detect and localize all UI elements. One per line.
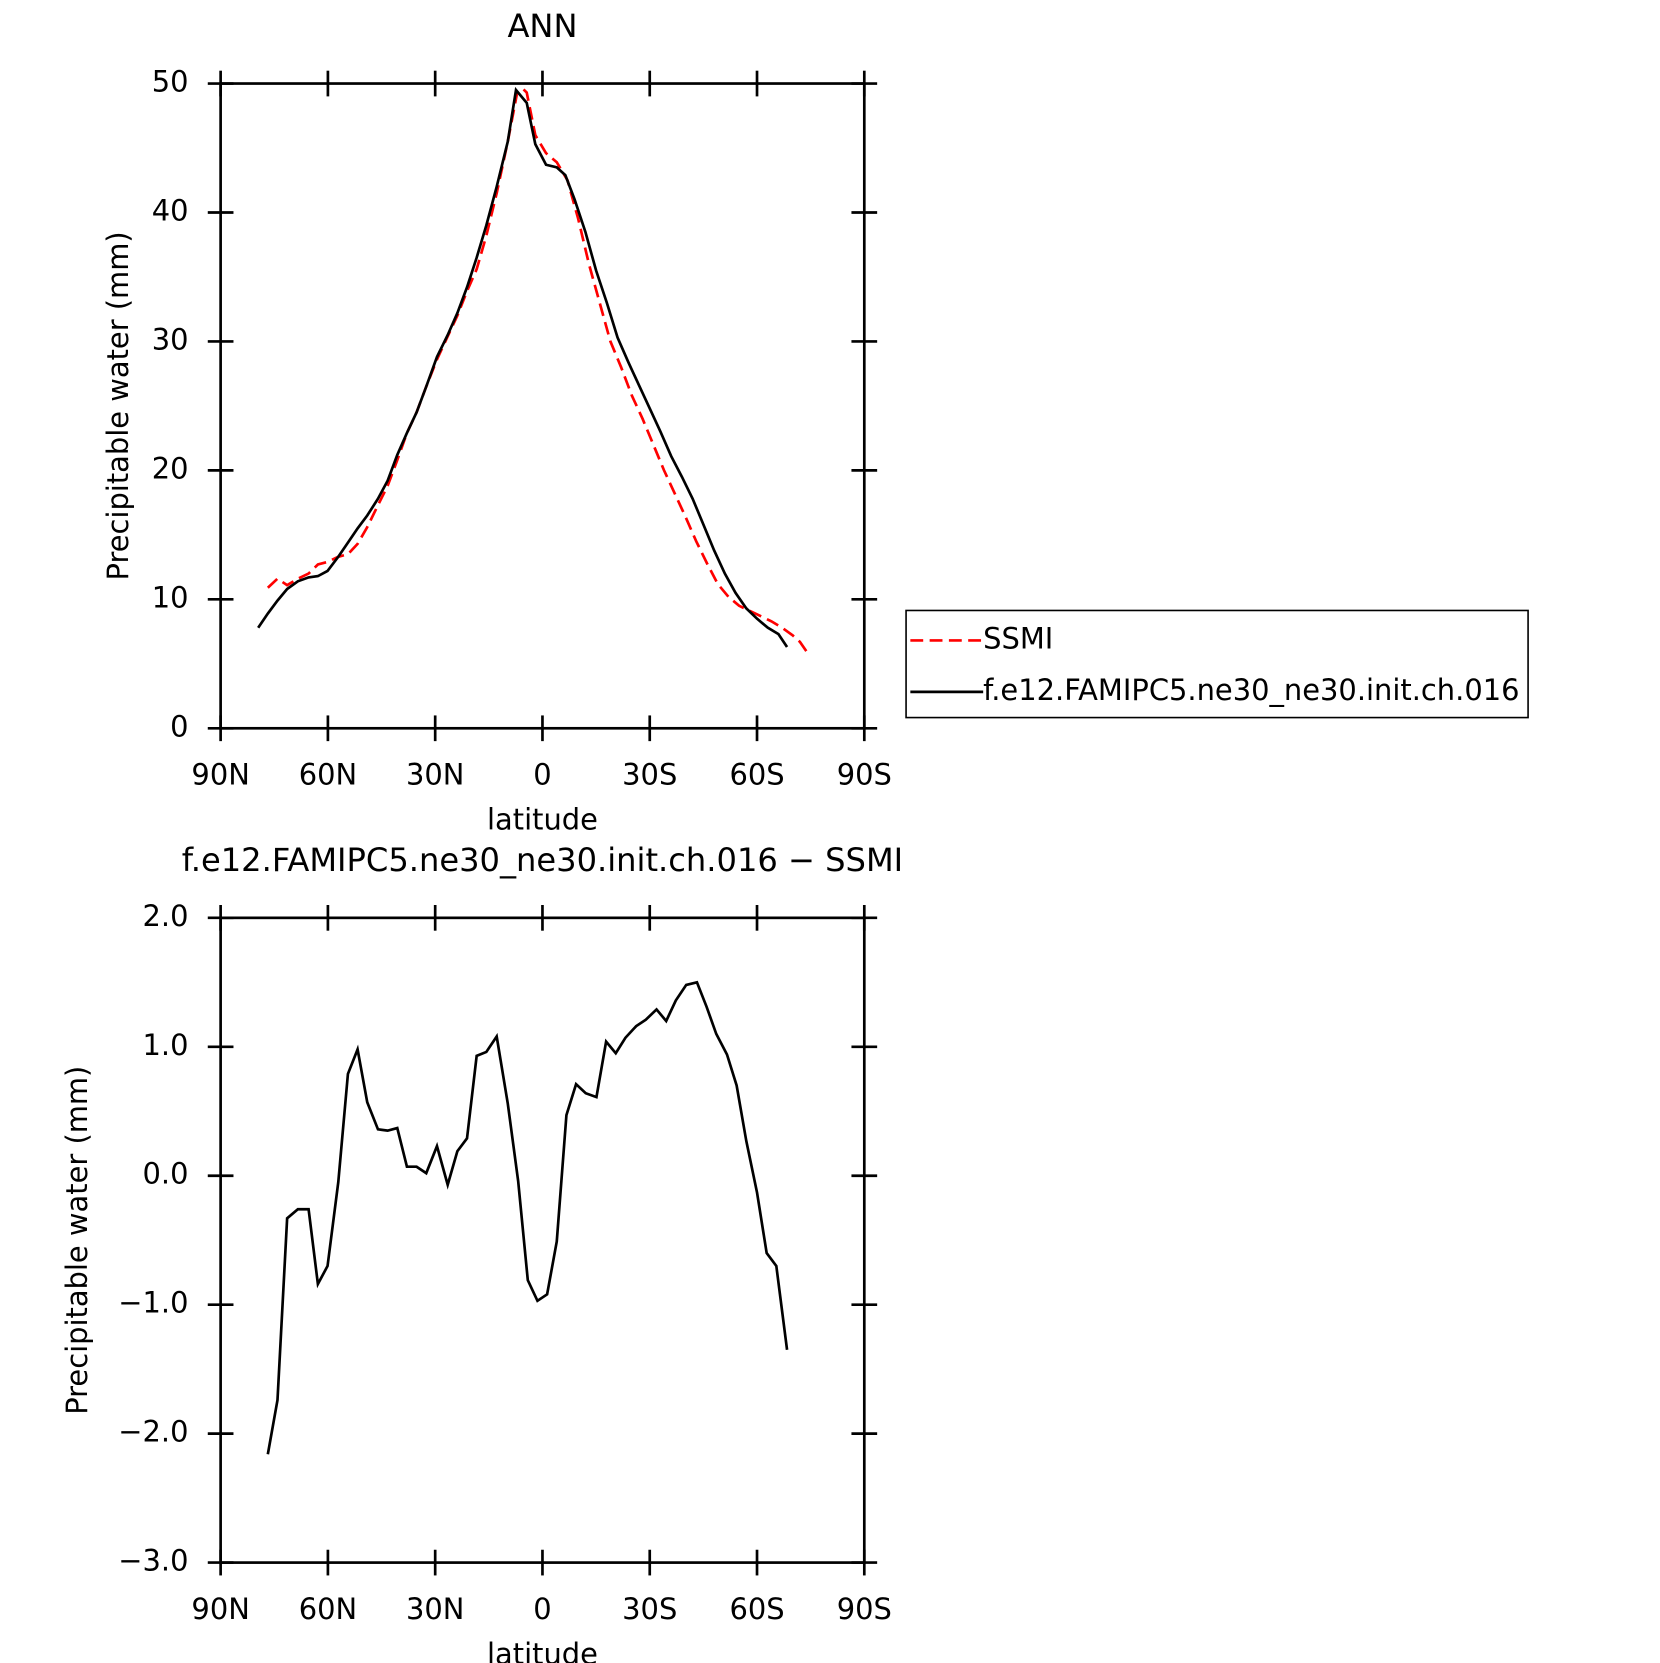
x-tick-label: 30S <box>622 1592 677 1626</box>
x-tick-label: 90S <box>837 1592 892 1626</box>
y-tick-label: 50 <box>152 65 189 99</box>
x-tick-label: 90N <box>191 757 249 791</box>
data-line <box>266 87 809 653</box>
data-line <box>257 86 789 648</box>
x-tick-label: 60N <box>299 757 357 791</box>
chart-title: f.e12.FAMIPC5.ne30_ne30.init.ch.016 − SS… <box>182 841 903 879</box>
x-axis-label: latitude <box>487 1637 598 1663</box>
x-tick-label: 60N <box>299 1592 357 1626</box>
legend: SSMI f.e12.FAMIPC5.ne30_ne30.init.ch.016 <box>905 609 1529 719</box>
x-tick-label: 90N <box>191 1592 249 1626</box>
y-tick-label: 0.0 <box>143 1157 189 1191</box>
x-tick-label: 0 <box>533 1592 551 1626</box>
plot-frame <box>219 82 866 730</box>
data-line <box>266 980 789 1455</box>
x-tick-label: 30N <box>406 757 464 791</box>
y-tick-label: 1.0 <box>143 1028 189 1062</box>
x-tick-label: 0 <box>533 757 551 791</box>
y-tick-label: 10 <box>152 580 189 614</box>
chart-title: ANN <box>507 7 577 45</box>
figure-body: ANN latitude Precipitable water (mm) 90N 60N… <box>60 7 1529 1663</box>
y-tick-label: 2.0 <box>143 899 189 933</box>
legend-label: f.e12.FAMIPC5.ne30_ne30.init.ch.016 <box>983 673 1519 707</box>
y-axis-label: Precipitable water (mm) <box>101 231 135 580</box>
y-axis-label: Precipitable water (mm) <box>60 1066 94 1415</box>
y-tick-label: 0 <box>170 709 188 743</box>
x-axis-label: latitude <box>487 802 598 836</box>
legend-frame <box>905 609 1529 719</box>
x-tick-label: 60S <box>729 757 784 791</box>
x-tick-label: 90S <box>837 757 892 791</box>
y-tick-label: 30 <box>152 322 189 356</box>
y-tick-label: −1.0 <box>118 1286 188 1320</box>
plot-frame <box>219 916 866 1564</box>
y-tick-label: −3.0 <box>118 1544 188 1578</box>
x-tick-label: 30S <box>622 757 677 791</box>
legend-label: SSMI <box>983 621 1053 655</box>
y-tick-label: 20 <box>152 451 189 485</box>
y-tick-label: −2.0 <box>118 1415 188 1449</box>
y-tick-label: 40 <box>152 193 189 227</box>
x-tick-label: 60S <box>729 1592 784 1626</box>
x-tick-label: 30N <box>406 1592 464 1626</box>
